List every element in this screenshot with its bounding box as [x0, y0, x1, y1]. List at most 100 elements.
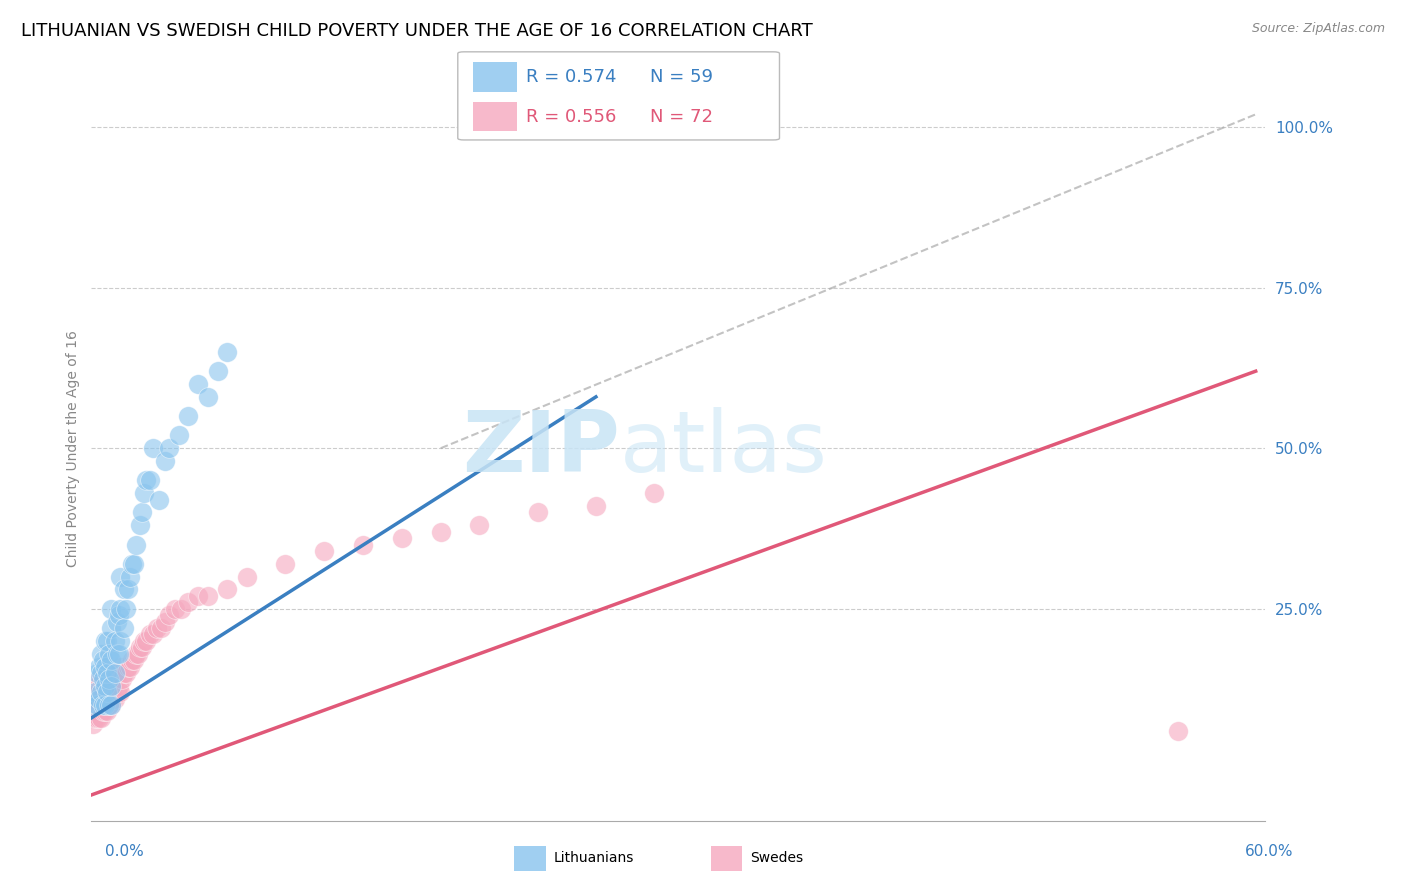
Y-axis label: Child Poverty Under the Age of 16: Child Poverty Under the Age of 16 [66, 330, 80, 566]
Text: Source: ZipAtlas.com: Source: ZipAtlas.com [1251, 22, 1385, 36]
Point [90, 691, 112, 706]
Point [91, 685, 114, 699]
Point [105, 647, 128, 661]
Text: R = 0.556: R = 0.556 [526, 108, 616, 126]
Text: N = 72: N = 72 [650, 108, 713, 126]
Point [89, 691, 111, 706]
Point [207, 364, 229, 378]
Point [111, 673, 134, 687]
Point [84, 685, 107, 699]
Point [131, 505, 153, 519]
Point [187, 589, 209, 603]
Point [90, 685, 112, 699]
Point [117, 659, 139, 673]
Point [91, 698, 114, 712]
Point [90, 665, 112, 680]
Text: LITHUANIAN VS SWEDISH CHILD POVERTY UNDER THE AGE OF 16 CORRELATION CHART: LITHUANIAN VS SWEDISH CHILD POVERTY UNDE… [21, 22, 813, 40]
Point [94, 698, 117, 712]
FancyBboxPatch shape [458, 52, 779, 140]
Point [82, 717, 104, 731]
Point [526, 505, 548, 519]
Point [217, 345, 239, 359]
Point [100, 665, 122, 680]
Text: Swedes: Swedes [751, 851, 803, 865]
Point [112, 621, 135, 635]
Point [167, 428, 190, 442]
Point [146, 621, 169, 635]
Point [100, 698, 122, 712]
Bar [474, 102, 516, 131]
Point [197, 589, 219, 603]
Point [177, 409, 200, 424]
Point [86, 711, 108, 725]
Point [96, 685, 118, 699]
Text: atlas: atlas [620, 407, 828, 490]
Point [127, 647, 149, 661]
Point [89, 673, 111, 687]
Point [107, 647, 129, 661]
Bar [515, 846, 546, 871]
Point [86, 665, 108, 680]
Point [104, 633, 127, 648]
Point [122, 557, 145, 571]
Point [89, 691, 111, 706]
Point [120, 569, 142, 583]
Point [135, 633, 157, 648]
Text: Lithuanians: Lithuanians [554, 851, 634, 865]
Point [89, 659, 111, 673]
Point [86, 679, 108, 693]
Point [153, 454, 176, 468]
Point [142, 442, 165, 455]
Text: N = 59: N = 59 [650, 69, 713, 87]
Point [110, 569, 132, 583]
Point [96, 685, 118, 699]
Point [101, 691, 124, 706]
Point [153, 615, 176, 629]
Point [94, 679, 117, 693]
Point [104, 665, 127, 680]
Point [100, 679, 122, 693]
Point [86, 698, 108, 712]
Bar [711, 846, 742, 871]
Point [138, 473, 160, 487]
Point [107, 608, 129, 623]
Point [90, 711, 112, 725]
Point [429, 524, 451, 539]
Point [217, 582, 239, 597]
Point [100, 698, 122, 712]
Point [197, 390, 219, 404]
Bar [474, 62, 516, 92]
Point [100, 685, 122, 699]
Point [157, 608, 180, 623]
Point [101, 673, 124, 687]
Point [91, 673, 114, 687]
Point [163, 601, 186, 615]
Point [131, 640, 153, 655]
Point [89, 711, 111, 725]
Text: ZIP: ZIP [463, 407, 620, 490]
Point [352, 537, 374, 551]
Point [82, 698, 104, 712]
Point [90, 647, 112, 661]
Point [115, 665, 138, 680]
Point [314, 544, 336, 558]
Point [84, 698, 107, 712]
Point [100, 653, 122, 667]
Point [129, 518, 152, 533]
Point [115, 601, 138, 615]
Point [90, 673, 112, 687]
Point [112, 582, 135, 597]
Point [187, 377, 209, 392]
Point [177, 595, 200, 609]
Text: 60.0%: 60.0% [1246, 845, 1294, 859]
Point [120, 659, 142, 673]
Point [84, 685, 107, 699]
Point [169, 601, 191, 615]
Point [97, 673, 120, 687]
Point [94, 705, 117, 719]
Point [107, 679, 129, 693]
Point [105, 665, 128, 680]
Point [110, 633, 132, 648]
Point [97, 698, 120, 712]
Point [132, 633, 155, 648]
